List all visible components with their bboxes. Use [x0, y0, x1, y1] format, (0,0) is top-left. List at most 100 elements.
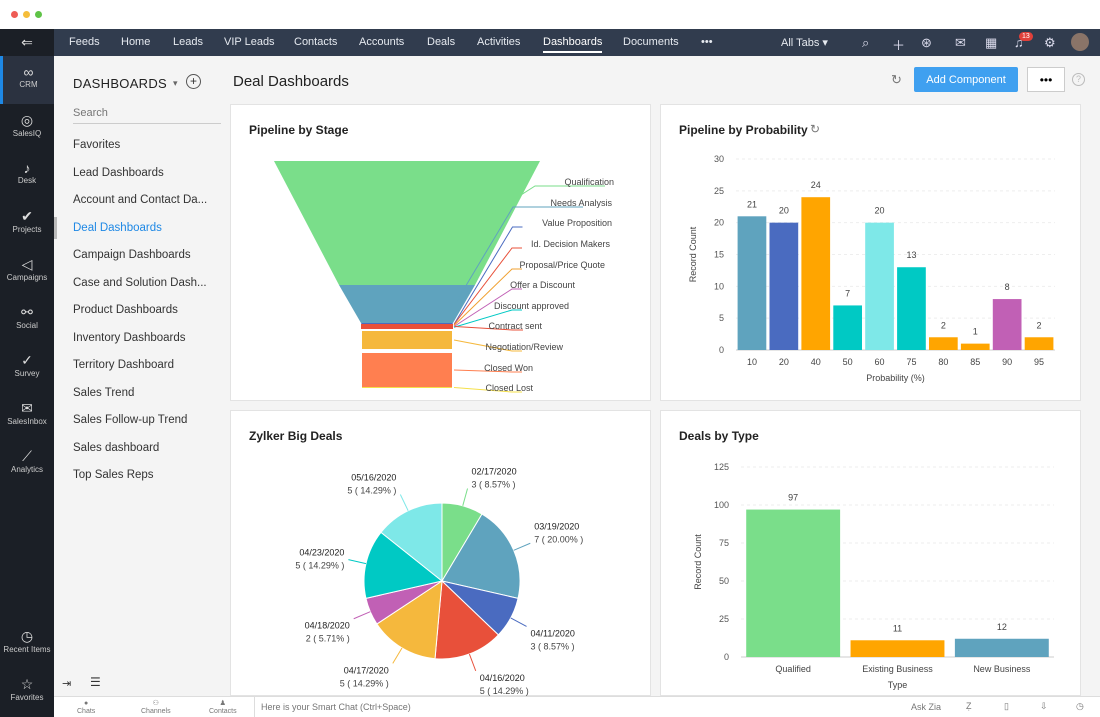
active-indicator	[54, 217, 57, 239]
tab-documents[interactable]: Documents	[623, 36, 679, 48]
chats-button[interactable]: ● Chats	[77, 700, 95, 716]
chevron-down-icon[interactable]: ▾	[173, 78, 178, 88]
search-icon[interactable]: ⌕	[862, 35, 870, 50]
more-options-button[interactable]: •••	[1027, 67, 1065, 92]
rail-label: Projects	[12, 225, 42, 234]
sidebar-item[interactable]: Top Sales Reps	[73, 469, 154, 481]
x-tick-label: 95	[1034, 357, 1044, 367]
sidebar-item[interactable]: Product Dashboards	[73, 304, 178, 316]
rail-item-social[interactable]: ⚯ Social	[0, 296, 54, 344]
download-icon[interactable]: ⇩	[1040, 701, 1048, 711]
rail-item-analytics[interactable]: ⟋ Analytics	[0, 440, 54, 488]
smart-chat-input[interactable]	[254, 697, 904, 717]
card-title: Pipeline by Stage	[249, 123, 349, 137]
tab-feeds[interactable]: Feeds	[69, 36, 100, 48]
sidebar-item[interactable]: Deal Dashboards	[73, 221, 162, 234]
bar	[746, 509, 841, 657]
refresh-chart-icon[interactable]: ↻	[810, 122, 821, 136]
tab-dashboards[interactable]: Dashboards	[543, 36, 603, 53]
rail-item-favorites[interactable]: ☆ Favorites	[0, 668, 54, 716]
collapse-menu-icon[interactable]: ⇐	[0, 29, 54, 56]
contacts-button[interactable]: ♟ Contacts	[209, 700, 237, 716]
channels-button[interactable]: ⚇ Channels	[141, 700, 171, 716]
more-tabs-button[interactable]: •••	[701, 36, 713, 48]
gear-icon[interactable]: ⚙	[1044, 35, 1056, 50]
funnel-segment	[362, 387, 452, 388]
sidebar-item[interactable]: Sales dashboard	[73, 441, 160, 454]
help-icon[interactable]: ?	[1072, 73, 1085, 86]
x-tick-label: 20	[779, 357, 789, 367]
rail-item-survey[interactable]: ✓ Survey	[0, 344, 54, 392]
alarm-icon[interactable]: ◷	[1076, 701, 1084, 711]
tab-accounts[interactable]: Accounts	[359, 36, 405, 48]
zia-icon[interactable]: Ẓ	[966, 701, 972, 711]
x-axis-label: Type	[888, 680, 908, 690]
funnel-segment	[362, 331, 452, 349]
tab-activities[interactable]: Activities	[477, 36, 521, 48]
mail-icon[interactable]: ✉	[955, 35, 966, 50]
data-label: 7	[845, 288, 850, 298]
sidebar-item[interactable]: Lead Dashboards	[73, 166, 164, 179]
salesinbox-icon: ✉	[21, 400, 33, 416]
add-dashboard-icon[interactable]: +	[186, 74, 201, 89]
add-component-button[interactable]: Add Component	[914, 67, 1018, 92]
pie-leader-line	[353, 611, 371, 620]
minimize-window-button[interactable]	[23, 11, 30, 18]
pie-label-value: 5 ( 14.29% )	[347, 486, 396, 496]
gamepad-icon[interactable]: ⊛	[921, 35, 932, 50]
rail-item-projects[interactable]: ✔ Projects	[0, 200, 54, 248]
search-input[interactable]	[73, 107, 221, 124]
rail-item-crm[interactable]: ∞ CRM	[0, 56, 54, 104]
rail-item-salesinbox[interactable]: ✉ SalesInbox	[0, 392, 54, 440]
tab-deals[interactable]: Deals	[427, 36, 456, 48]
funnel-leader-line	[453, 247, 522, 325]
bell-icon[interactable]: ♫	[1014, 35, 1024, 50]
rail-item-recent[interactable]: ◷ Recent Items	[0, 620, 54, 668]
x-tick-label: 75	[906, 357, 916, 367]
data-label: 12	[997, 622, 1007, 632]
collapse-sidebar-icon[interactable]: ⇥	[62, 678, 72, 690]
sort-list-icon[interactable]: ☰	[90, 675, 101, 689]
data-label: 1	[973, 327, 978, 337]
sidebar-item[interactable]: Sales Trend	[73, 386, 135, 399]
pie-label-value: 3 ( 8.57% )	[531, 641, 575, 651]
add-icon[interactable]: ＋	[892, 38, 906, 53]
sidebar-title: DASHBOARDS	[73, 76, 168, 91]
tab-vip-leads[interactable]: VIP Leads	[224, 36, 275, 48]
pie-label-value: 5 ( 14.29% )	[340, 678, 389, 688]
calendar-icon[interactable]: ▦	[985, 35, 998, 50]
maximize-window-button[interactable]	[35, 11, 42, 18]
tab-contacts[interactable]: Contacts	[294, 36, 338, 48]
refresh-icon[interactable]: ↻	[891, 72, 902, 87]
tab-leads[interactable]: Leads	[173, 36, 203, 48]
sidebar-item[interactable]: Territory Dashboard	[73, 359, 174, 371]
rail-item-campaigns[interactable]: ◁ Campaigns	[0, 248, 54, 296]
rail-label: Recent Items	[3, 645, 51, 654]
notes-icon[interactable]: ▯	[1004, 701, 1009, 711]
funnel-label: Closed Won	[484, 363, 533, 373]
social-icon: ⚯	[21, 304, 33, 320]
close-window-button[interactable]	[11, 11, 18, 18]
ask-zia-button[interactable]: Ask Zia	[911, 702, 942, 712]
y-tick-label: 25	[714, 186, 724, 196]
x-tick-label: 90	[1002, 357, 1012, 367]
sidebar-item[interactable]: Case and Solution Dash...	[73, 276, 207, 289]
all-tabs-dropdown[interactable]: All Tabs ▾	[781, 37, 828, 49]
pie-label-value: 7 ( 20.00% )	[534, 534, 583, 544]
tab-home[interactable]: Home	[121, 36, 151, 48]
sidebar-item[interactable]: Campaign Dashboards	[73, 249, 191, 261]
bar	[960, 343, 990, 350]
data-label: 20	[779, 206, 789, 216]
data-label: 11	[893, 623, 902, 633]
rail-item-salesiq[interactable]: ◎ SalesIQ	[0, 104, 54, 152]
avatar[interactable]	[1071, 33, 1089, 51]
sidebar-item[interactable]: Sales Follow-up Trend	[73, 414, 188, 426]
sidebar-item[interactable]: Favorites	[73, 139, 121, 151]
rail-label: CRM	[19, 80, 38, 89]
y-tick-label: 100	[714, 500, 729, 510]
rail-item-desk[interactable]: ♪ Desk	[0, 152, 54, 200]
sidebar-item[interactable]: Inventory Dashboards	[73, 331, 186, 344]
pie-slice	[363, 531, 444, 599]
sidebar-item[interactable]: Account and Contact Da...	[73, 194, 208, 206]
bar	[737, 216, 767, 350]
